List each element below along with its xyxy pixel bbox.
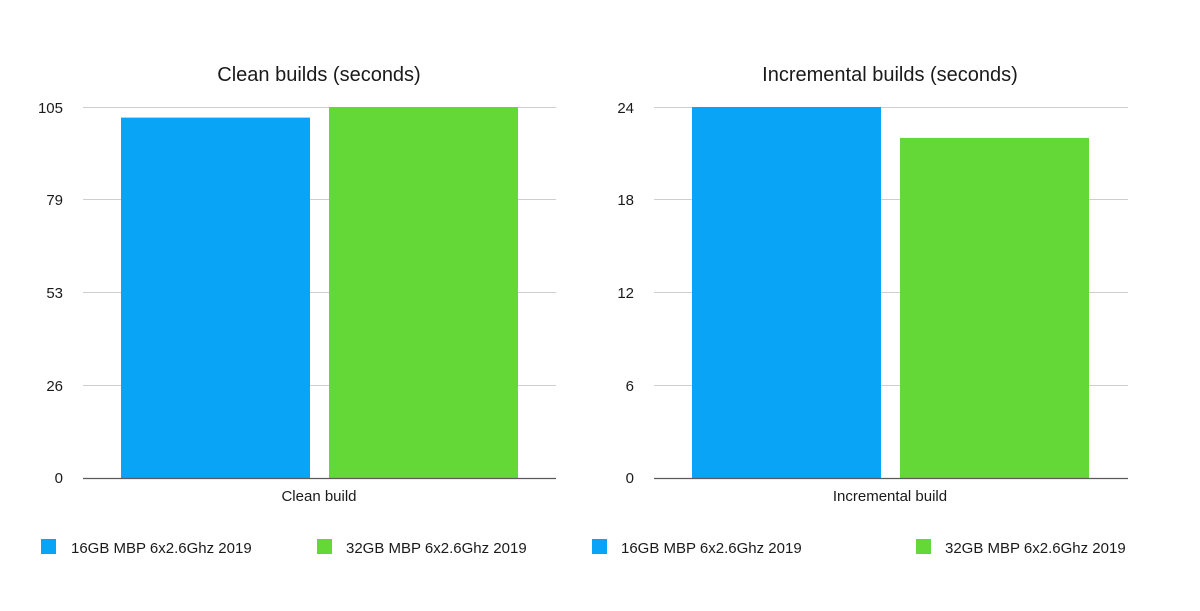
y-tick-label: 0 [626, 470, 634, 487]
legend-label: 32GB MBP 6x2.6Ghz 2019 [945, 540, 1126, 557]
legend-label: 16GB MBP 6x2.6Ghz 2019 [621, 540, 802, 557]
chart-title: Incremental builds (seconds) [762, 64, 1018, 86]
chart-title: Clean builds (seconds) [217, 64, 420, 86]
legend-swatch-16gb [592, 539, 607, 554]
y-tick-label: 12 [617, 285, 634, 302]
y-tick-label: 105 [38, 100, 63, 117]
bars [121, 107, 518, 478]
y-tick-label: 0 [55, 470, 63, 487]
y-axis: 0 26 53 79 105 [38, 100, 63, 487]
y-tick-label: 6 [626, 378, 634, 395]
legend: 16GB MBP 6x2.6Ghz 2019 32GB MBP 6x2.6Ghz… [41, 539, 527, 557]
x-category-label: Clean build [281, 488, 356, 505]
bars [692, 107, 1089, 478]
bar-32gb-clean-build [329, 107, 518, 478]
legend-label: 16GB MBP 6x2.6Ghz 2019 [71, 540, 252, 557]
legend: 16GB MBP 6x2.6Ghz 2019 32GB MBP 6x2.6Ghz… [592, 539, 1126, 557]
y-tick-label: 18 [617, 192, 634, 209]
legend-swatch-16gb [41, 539, 56, 554]
y-tick-label: 24 [617, 100, 634, 117]
x-category-label: Incremental build [833, 488, 947, 505]
legend-swatch-32gb [916, 539, 931, 554]
y-tick-label: 79 [46, 192, 63, 209]
legend-label: 32GB MBP 6x2.6Ghz 2019 [346, 540, 527, 557]
legend-swatch-32gb [317, 539, 332, 554]
y-tick-label: 53 [46, 285, 63, 302]
chart-clean-builds: Clean builds (seconds) 0 26 53 79 105 Cl… [38, 64, 556, 557]
y-axis: 0 6 12 18 24 [617, 100, 634, 487]
bar-32gb-incremental-build [900, 137, 1089, 478]
bar-16gb-incremental-build [692, 107, 881, 478]
y-tick-label: 26 [46, 378, 63, 395]
chart-incremental-builds: Incremental builds (seconds) 0 6 12 18 2… [592, 64, 1128, 557]
bar-16gb-clean-build [121, 117, 310, 478]
